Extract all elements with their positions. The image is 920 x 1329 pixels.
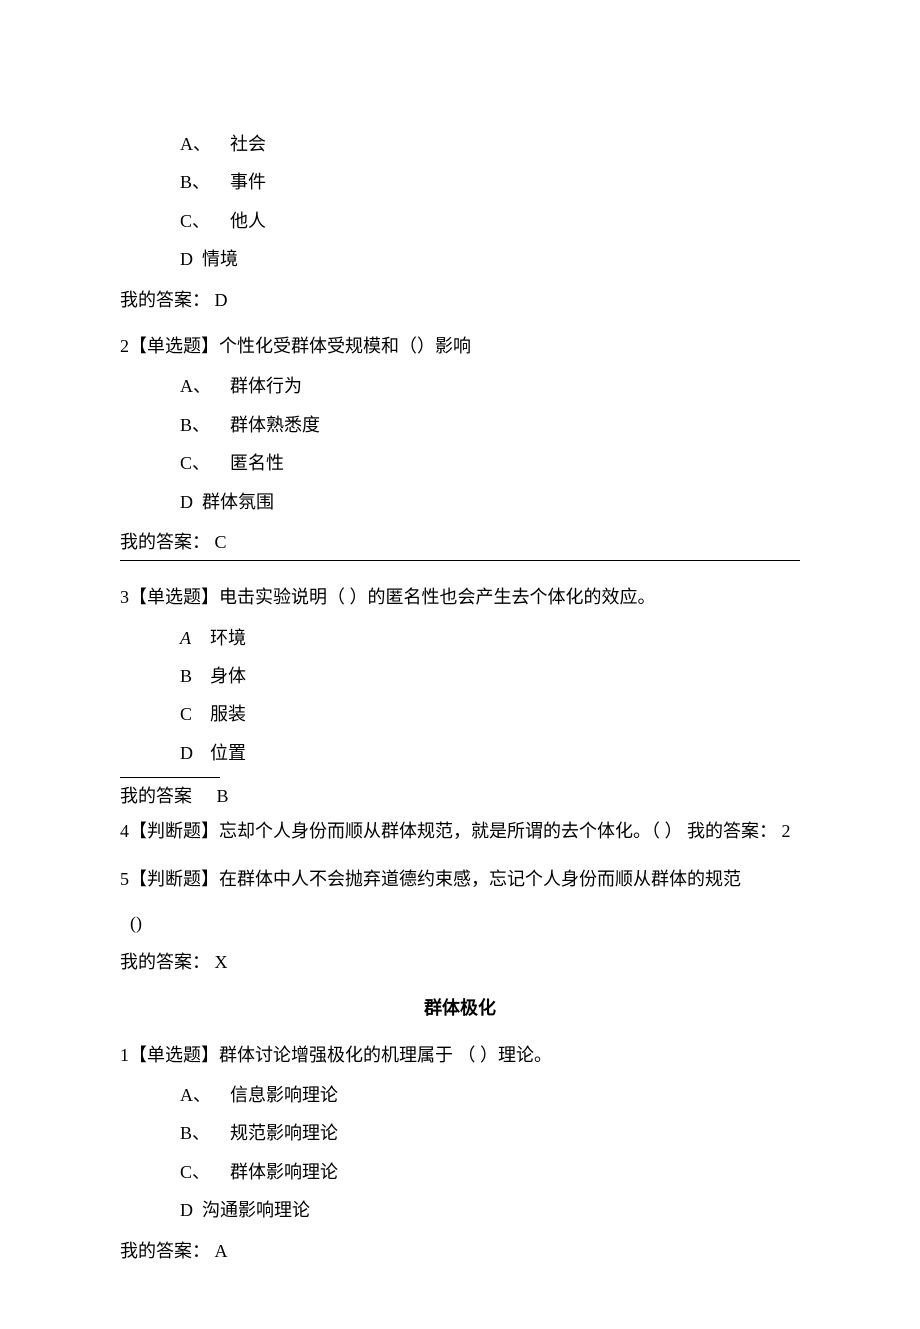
q5-prompt: 5【判断题】在群体中人不会抛弃道德约束感，忘记个人身份而顺从群体的规范 — [120, 863, 800, 895]
q3-option-d: D 位置 — [180, 737, 800, 769]
option-text: 规范影响理论 — [230, 1117, 800, 1149]
q5-paren: () — [130, 907, 800, 939]
option-text: 群体行为 — [230, 370, 800, 402]
option-text: 环境 — [210, 622, 800, 654]
q3-prompt: 3【单选题】电击实验说明（ ）的匿名性也会产生去个体化的效应。 — [120, 581, 800, 613]
q6-option-a: A、 信息影响理论 — [180, 1079, 800, 1111]
answer-label: 我的答案： — [120, 290, 210, 310]
option-text: 信息影响理论 — [230, 1079, 800, 1111]
option-letter: B、 — [180, 1117, 230, 1149]
q4-prompt: 4【判断题】忘却个人身份而顺从群体规范，就是所谓的去个体化。（ ） — [120, 821, 683, 841]
q6-answer: 我的答案： A — [120, 1235, 800, 1267]
answer-label: 我的答案： — [120, 532, 210, 552]
answer-label: 我的答案： — [120, 1241, 210, 1261]
option-letter: A、 — [180, 128, 230, 160]
q3-answer: 我的答案 B — [120, 780, 800, 812]
q6-option-c: C、 群体影响理论 — [180, 1156, 800, 1188]
answer-value: A — [215, 1241, 228, 1261]
answer-value: B — [217, 786, 229, 806]
option-letter: B — [180, 660, 210, 692]
q2-option-b: B、 群体熟悉度 — [180, 409, 800, 441]
option-letter: A、 — [180, 370, 230, 402]
q5-answer: 我的答案： X — [120, 946, 800, 978]
option-letter: C、 — [180, 205, 230, 237]
option-letter: B、 — [180, 409, 230, 441]
option-letter: B、 — [180, 166, 230, 198]
q1-option-b: B、 事件 — [180, 166, 800, 198]
option-letter: C — [180, 698, 210, 730]
option-letter: D — [180, 243, 202, 275]
section-title: 群体极化 — [120, 992, 800, 1024]
q2-options: A、 群体行为 B、 群体熟悉度 C、 匿名性 D 群体氛围 — [120, 370, 800, 518]
answer-value: 2 — [782, 821, 791, 841]
q6-option-b: B、 规范影响理论 — [180, 1117, 800, 1149]
q2-option-c: C、 匿名性 — [180, 447, 800, 479]
option-text: 身体 — [210, 660, 800, 692]
answer-label: 我的答案： — [120, 952, 210, 972]
option-letter: C、 — [180, 447, 230, 479]
q3-option-a: A 环境 — [180, 622, 800, 654]
answer-value: C — [215, 532, 227, 552]
q1-option-d: D 情境 — [180, 243, 800, 275]
q1-options: A、 社会 B、 事件 C、 他人 D 情境 — [120, 128, 800, 276]
q2-answer: 我的答案： C — [120, 526, 800, 558]
q6-option-d: D 沟通影响理论 — [180, 1194, 800, 1226]
answer-label: 我的答案 — [120, 786, 192, 806]
option-text: 沟通影响理论 — [202, 1194, 800, 1226]
option-text: 服装 — [210, 698, 800, 730]
q6-options: A、 信息影响理论 B、 规范影响理论 C、 群体影响理论 D 沟通影响理论 — [120, 1079, 800, 1227]
q6-prompt: 1【单选题】群体讨论增强极化的机理属于 （ ）理论。 — [120, 1039, 800, 1071]
answer-value: D — [215, 290, 228, 310]
option-text: 群体熟悉度 — [230, 409, 800, 441]
q3-option-b: B 身体 — [180, 660, 800, 692]
option-text: 群体影响理论 — [230, 1156, 800, 1188]
option-letter: D — [180, 1194, 202, 1226]
answer-label: 我的答案： — [687, 821, 777, 841]
q2-option-a: A、 群体行为 — [180, 370, 800, 402]
option-letter: D — [180, 737, 210, 769]
q3-options: A 环境 B 身体 C 服装 D 位置 — [120, 622, 800, 770]
q4: 4【判断题】忘却个人身份而顺从群体规范，就是所谓的去个体化。（ ） 我的答案： … — [120, 815, 800, 847]
option-letter: A、 — [180, 1079, 230, 1111]
short-divider — [120, 777, 220, 778]
q1-answer: 我的答案： D — [120, 284, 800, 316]
option-text: 他人 — [230, 205, 800, 237]
option-text: 群体氛围 — [202, 486, 800, 518]
option-text: 事件 — [230, 166, 800, 198]
q1-option-a: A、 社会 — [180, 128, 800, 160]
option-letter: C、 — [180, 1156, 230, 1188]
option-text: 位置 — [210, 737, 800, 769]
answer-value: X — [215, 952, 228, 972]
option-letter: D — [180, 486, 202, 518]
option-text: 匿名性 — [230, 447, 800, 479]
option-text: 社会 — [230, 128, 800, 160]
q1-option-c: C、 他人 — [180, 205, 800, 237]
q2-option-d: D 群体氛围 — [180, 486, 800, 518]
q3-option-c: C 服装 — [180, 698, 800, 730]
option-letter: A — [180, 622, 210, 654]
divider — [120, 560, 800, 561]
option-text: 情境 — [202, 243, 800, 275]
q2-prompt: 2【单选题】个性化受群体受规模和（）影响 — [120, 330, 800, 362]
